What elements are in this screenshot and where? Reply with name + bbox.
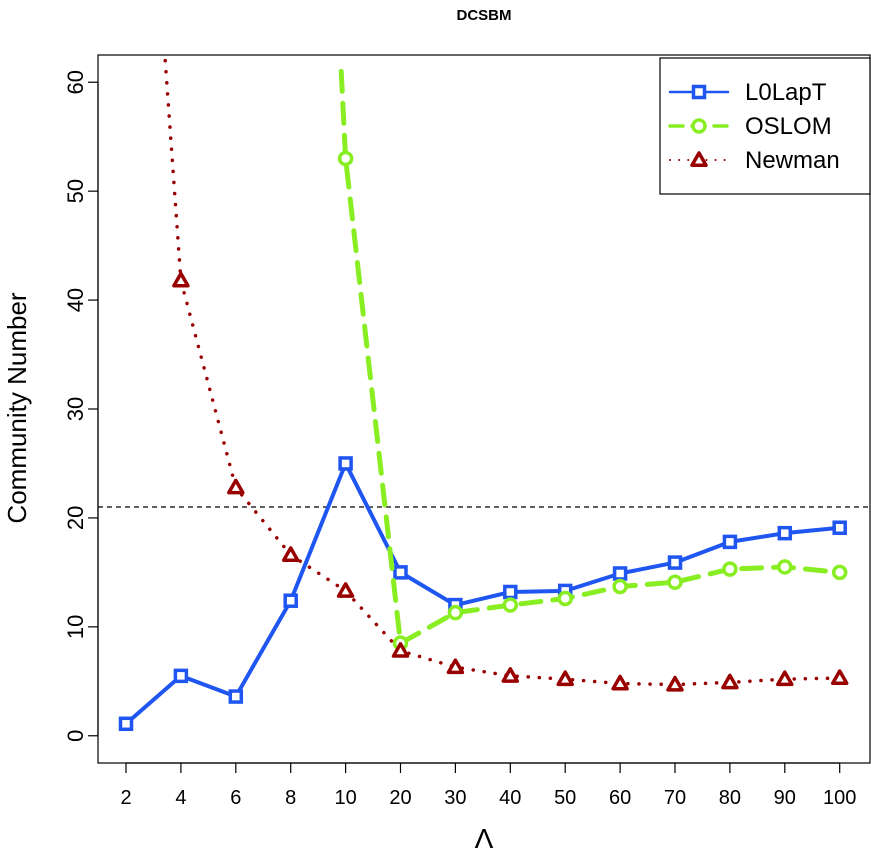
legend-item-oslom: OSLOM: [668, 113, 832, 140]
data-point-oslom: [722, 561, 738, 577]
x-tick-label: 90: [774, 787, 796, 809]
data-point-newman: [501, 667, 520, 683]
data-point-l0lapt: [722, 534, 738, 550]
data-point-l0lapt: [118, 716, 134, 732]
x-tick-label: 8: [285, 787, 296, 809]
x-tick-label: 30: [444, 787, 466, 809]
x-tick-label: 80: [719, 787, 741, 809]
data-point-newman: [227, 478, 245, 495]
legend-item-newman: Newman: [669, 147, 840, 174]
data-point-l0lapt: [173, 668, 189, 684]
series-line-newman: [163, 55, 842, 687]
data-point-l0lapt: [283, 593, 298, 608]
data-point-oslom: [777, 559, 793, 575]
series-layer: [118, 55, 849, 732]
data-point-newman: [611, 674, 629, 691]
x-tick-label: 4: [175, 787, 186, 809]
legend-label: Newman: [745, 147, 840, 174]
data-point-l0lapt: [667, 555, 683, 570]
data-point-l0lapt: [832, 520, 847, 535]
y-tick-label: 10: [63, 615, 88, 639]
legend-item-l0lapt: L0LapT: [668, 79, 827, 106]
x-tick-label: 6: [230, 787, 241, 809]
x-tick-label: 70: [664, 787, 686, 809]
data-point-l0lapt: [612, 566, 628, 581]
x-tick-label: 40: [499, 787, 521, 809]
data-point-newman: [336, 582, 355, 598]
x-axis: 2 4 6 8 10 20 30 40 50 60 70 80 90 100: [120, 762, 856, 809]
data-point-oslom: [831, 564, 848, 581]
legend-marker-newman: [690, 151, 708, 167]
data-point-l0lapt: [228, 689, 244, 704]
data-point-oslom: [557, 590, 573, 607]
data-point-l0lapt: [777, 525, 793, 541]
y-tick-label: 30: [63, 397, 88, 421]
data-point-newman: [281, 546, 300, 562]
y-tick-label: 0: [63, 730, 88, 742]
data-point-newman: [776, 670, 794, 687]
series-line-l0lapt: [124, 461, 842, 726]
chart-title: DCSBM: [457, 7, 512, 24]
y-axis-label: Community Number: [2, 292, 32, 524]
data-point-newman: [446, 658, 465, 675]
legend-label: L0LapT: [745, 79, 827, 106]
data-point-newman: [666, 675, 684, 692]
legend: L0LapT OSLOM Newman: [659, 57, 871, 195]
x-tick-label: 50: [554, 787, 576, 809]
y-tick-label: 50: [63, 179, 88, 203]
x-axis-label: Λ: [475, 823, 494, 854]
y-axis: 0 10 20 30 40 50 60: [63, 70, 99, 742]
y-tick-label: 40: [63, 288, 88, 312]
x-tick-label: 20: [389, 787, 411, 809]
data-point-newman: [830, 669, 849, 686]
series-l0lapt: [118, 456, 847, 732]
data-point-l0lapt: [393, 565, 408, 580]
data-point-oslom: [447, 604, 464, 621]
data-point-newman: [391, 642, 410, 658]
data-point-l0lapt: [503, 584, 518, 600]
legend-label: OSLOM: [745, 113, 832, 140]
data-point-newman: [556, 670, 574, 687]
x-tick-label: 100: [823, 787, 856, 809]
y-tick-label: 60: [63, 70, 88, 94]
legend-marker-oslom: [691, 118, 707, 134]
legend-marker-l0lapt: [691, 84, 707, 100]
data-point-oslom: [337, 150, 354, 167]
data-point-oslom: [667, 574, 683, 590]
x-tick-label: 60: [609, 787, 631, 809]
data-point-oslom: [502, 597, 519, 613]
series-newman: [163, 55, 849, 692]
data-point-newman: [721, 673, 739, 690]
data-point-newman: [172, 271, 190, 288]
data-point-l0lapt: [338, 456, 353, 471]
x-tick-label: 2: [120, 787, 131, 809]
x-tick-label: 10: [334, 787, 356, 809]
series-oslom: [337, 68, 848, 651]
data-point-oslom: [612, 578, 628, 595]
y-tick-label: 20: [63, 506, 88, 530]
